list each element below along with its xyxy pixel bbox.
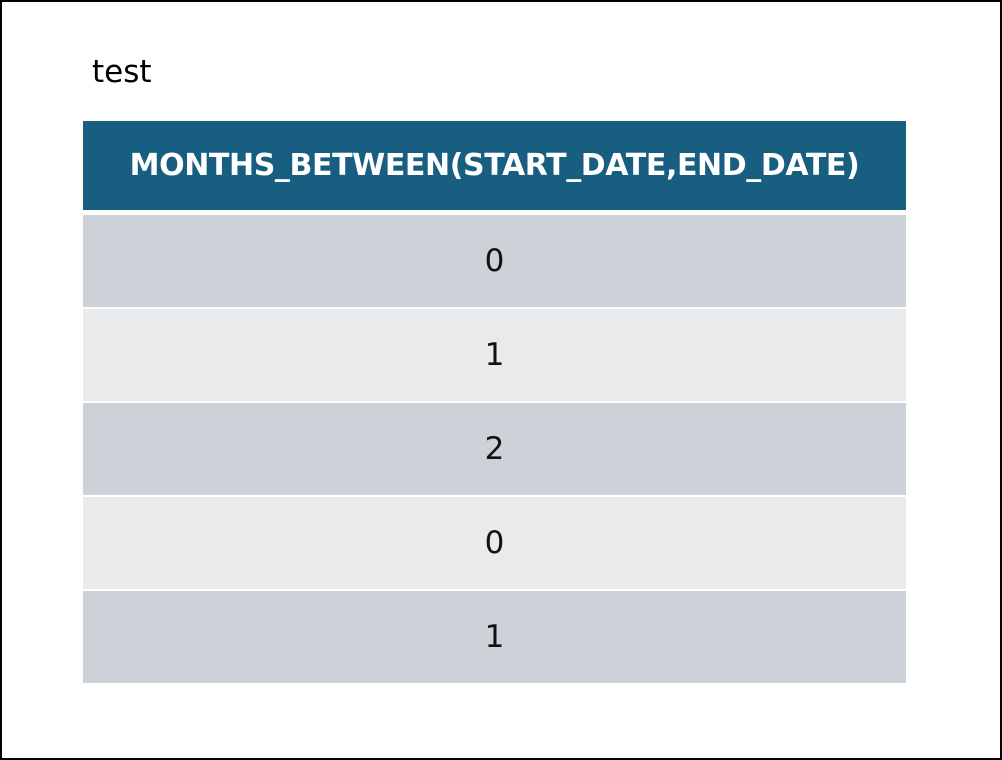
table-row: 1	[83, 307, 906, 402]
table-cell: 0	[83, 495, 906, 590]
table-cell: 0	[83, 211, 906, 308]
table-row: 2	[83, 401, 906, 496]
table-header-row: MONTHS_BETWEEN(START_DATE,END_DATE)	[83, 121, 906, 215]
table-cell: 2	[83, 401, 906, 496]
column-header: MONTHS_BETWEEN(START_DATE,END_DATE)	[83, 121, 906, 215]
table-row: 1	[83, 589, 906, 683]
caption-text: test	[92, 54, 152, 90]
table-cell: 1	[83, 589, 906, 683]
table-row: 0	[83, 495, 906, 590]
result-table: MONTHS_BETWEEN(START_DATE,END_DATE) 0 1 …	[83, 121, 906, 683]
table-cell: 1	[83, 307, 906, 402]
table-row: 0	[83, 211, 906, 308]
